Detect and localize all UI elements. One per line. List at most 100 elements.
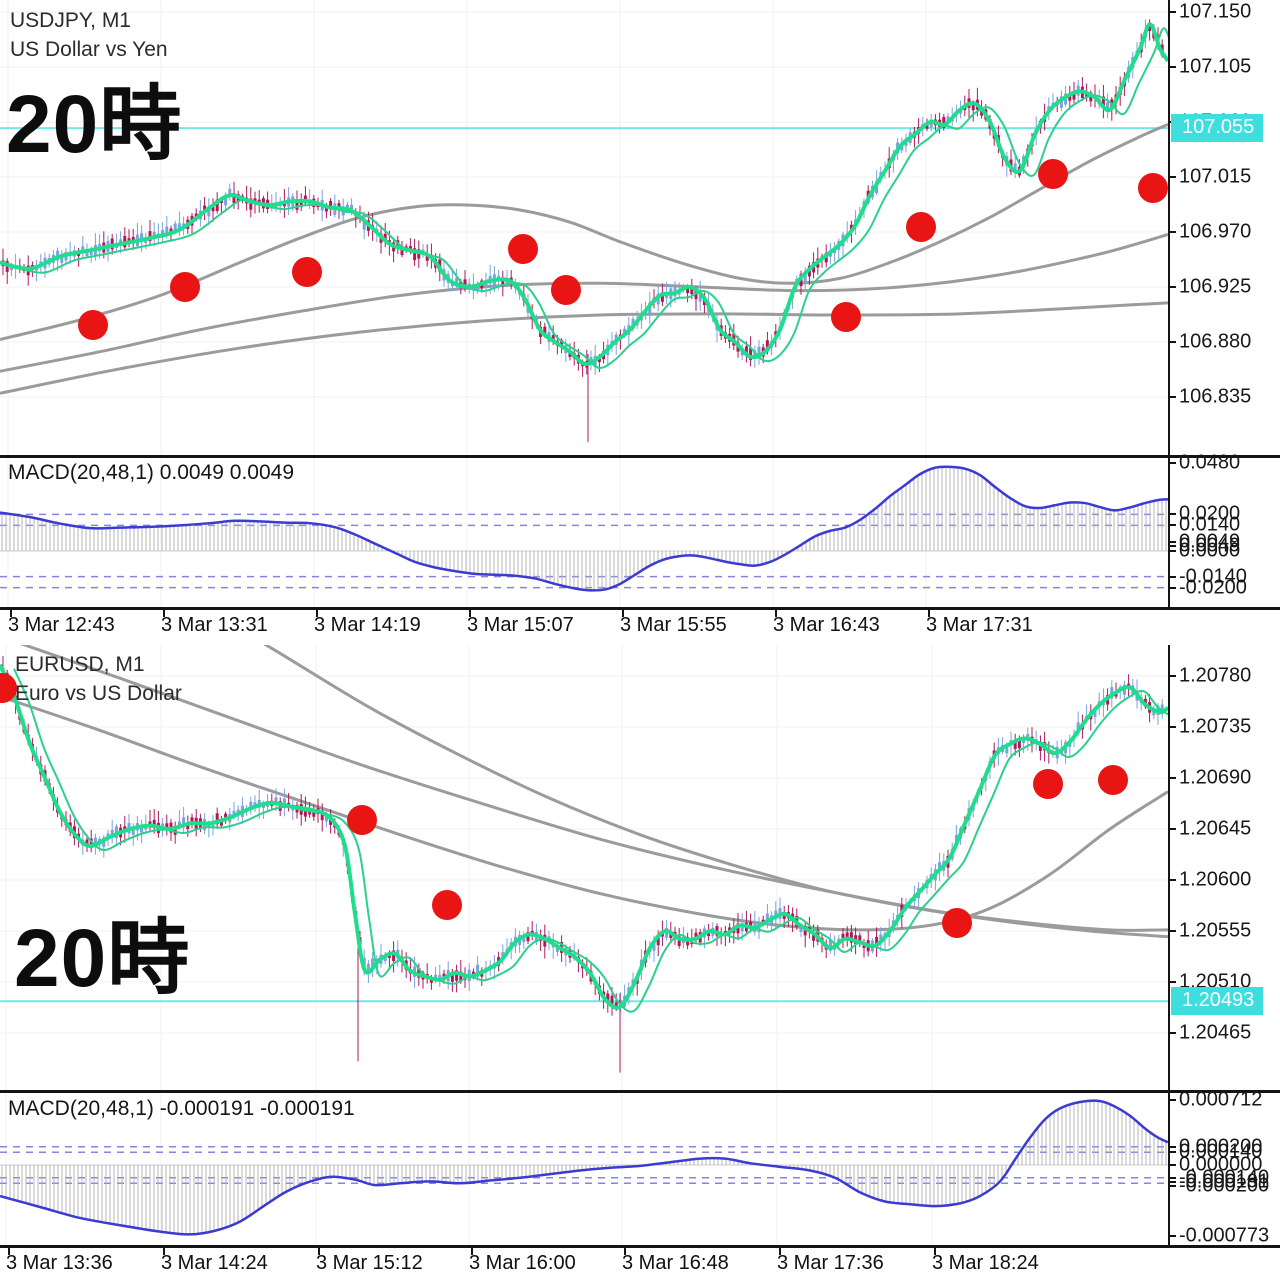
time-tick [624,1248,626,1255]
time-axis-label: 3 Mar 12:43 [8,614,115,636]
time-axis-label: 3 Mar 14:19 [314,614,421,636]
time-tick [8,1248,10,1255]
price-axis-label: 1.20465 [1179,1021,1252,1044]
macd-axis-label: 0.0049 [1179,534,1241,557]
panel-divider [0,455,1280,458]
macd-axis-label: 0.0049 [1179,530,1241,553]
axis-tick [1168,513,1176,516]
axis-tick [1168,65,1176,68]
time-tick [779,1248,781,1255]
axis-tick [1168,1145,1176,1148]
price-axis-label: 106.835 [1179,385,1252,408]
axis-tick [1168,395,1176,398]
axis-tick [1168,1181,1176,1184]
price-axis-label: 1.20555 [1179,919,1252,942]
axis-tick [1168,462,1176,465]
axis-tick [1168,776,1176,779]
time-tick [163,1248,165,1255]
macd-panel-1 [0,1099,1168,1236]
red-annotation-dot [1033,769,1063,799]
time-tick [928,610,930,617]
axis-tick [1168,1185,1176,1188]
annotation-time-label-2: 20時 [14,913,191,1004]
macd-axis-label: 0.0480 [1179,451,1241,474]
red-annotation-dot [78,310,108,340]
panel-divider [0,1245,1280,1248]
axis-tick [1168,1151,1176,1154]
price-panel-0 [0,19,1168,443]
current-price-badge: 107.055 [1171,114,1264,143]
time-tick [775,610,777,617]
red-annotation-dot [906,212,936,242]
gray-ma-line [0,301,1168,395]
red-annotation-dot [347,805,377,835]
time-axis-label: 3 Mar 16:43 [773,614,880,636]
macd-line [0,1099,1168,1236]
macd-axis-label: -0.0200 [1179,576,1247,599]
axis-tick [1168,1164,1176,1166]
time-axis-label: 3 Mar 16:00 [469,1252,576,1274]
axis-tick [1168,340,1176,343]
axis-tick [1168,675,1176,677]
axis-tick [1168,725,1176,728]
macd-indicator-label-1: MACD(20,48,1) 0.0049 0.0049 [8,461,295,484]
axis-tick [1168,545,1176,548]
price-axis-label: 107.150 [1179,0,1252,23]
red-annotation-dot [508,234,538,264]
price-panel-1 [0,645,1168,1073]
gray-ma-line [0,123,1168,341]
macd-panel-0 [0,465,1168,592]
time-axis-label: 3 Mar 13:31 [161,614,268,636]
price-axis-label: 1.20510 [1179,970,1252,993]
axis-tick [1168,1234,1176,1237]
gray-ma-line [263,645,1168,939]
time-axis-label: 3 Mar 15:12 [316,1252,423,1274]
red-annotation-dot [170,272,200,302]
time-axis-label: 3 Mar 13:36 [6,1252,113,1274]
symbol-title: USDJPY, M1 [10,9,131,32]
axis-tick [1168,524,1176,527]
price-axis-label: 1.20645 [1179,817,1252,840]
red-annotation-dot [831,302,861,332]
red-annotation-dot [432,890,462,920]
grid-1 [0,645,1168,1246]
macd-axis-label: 0.0200 [1179,502,1241,525]
time-tick [471,1248,473,1255]
macd-axis-label: -0.000773 [1179,1224,1270,1247]
axis-tick [1168,980,1176,983]
axis-tick [1168,285,1176,288]
price-axis-label: 1.20735 [1179,715,1252,738]
axis-tick [1168,550,1176,552]
price-axis-line [1168,0,1170,607]
price-axis-label: 1.20780 [1179,664,1252,687]
time-tick [622,610,624,617]
price-axis-label: 106.880 [1179,330,1252,353]
axis-tick [1168,1031,1176,1034]
macd-axis-label: -0.000191 [1179,1170,1270,1193]
price-axis-label: 106.970 [1179,220,1252,243]
green-ma-slow [13,668,1168,1013]
time-axis-label: 3 Mar 14:24 [161,1252,268,1274]
time-tick [318,1248,320,1255]
macd-axis-label: -0.0140 [1179,565,1247,588]
panel-divider [0,1090,1280,1093]
red-annotation-dot [1098,765,1128,795]
current-price-badge: 1.20493 [1171,987,1264,1016]
time-tick [10,610,12,617]
time-axis-label: 3 Mar 15:55 [620,614,727,636]
time-tick [163,610,165,617]
time-tick [469,610,471,617]
price-axis-label: 107.105 [1179,55,1252,78]
symbol-subtitle-2: Euro vs US Dollar [15,682,182,705]
macd-axis-label: -0.000140 [1179,1166,1270,1189]
macd-axis-label: 0.0140 [1179,513,1241,536]
axis-tick [1168,230,1176,233]
axis-tick [1168,827,1176,830]
symbol-title-2: EURUSD, M1 [15,653,145,676]
price-axis-label: 1.20600 [1179,868,1252,891]
panel-divider [0,607,1280,610]
red-annotation-dot [292,257,322,287]
axis-tick [1168,929,1176,932]
price-axis-label: 1.20690 [1179,766,1252,789]
